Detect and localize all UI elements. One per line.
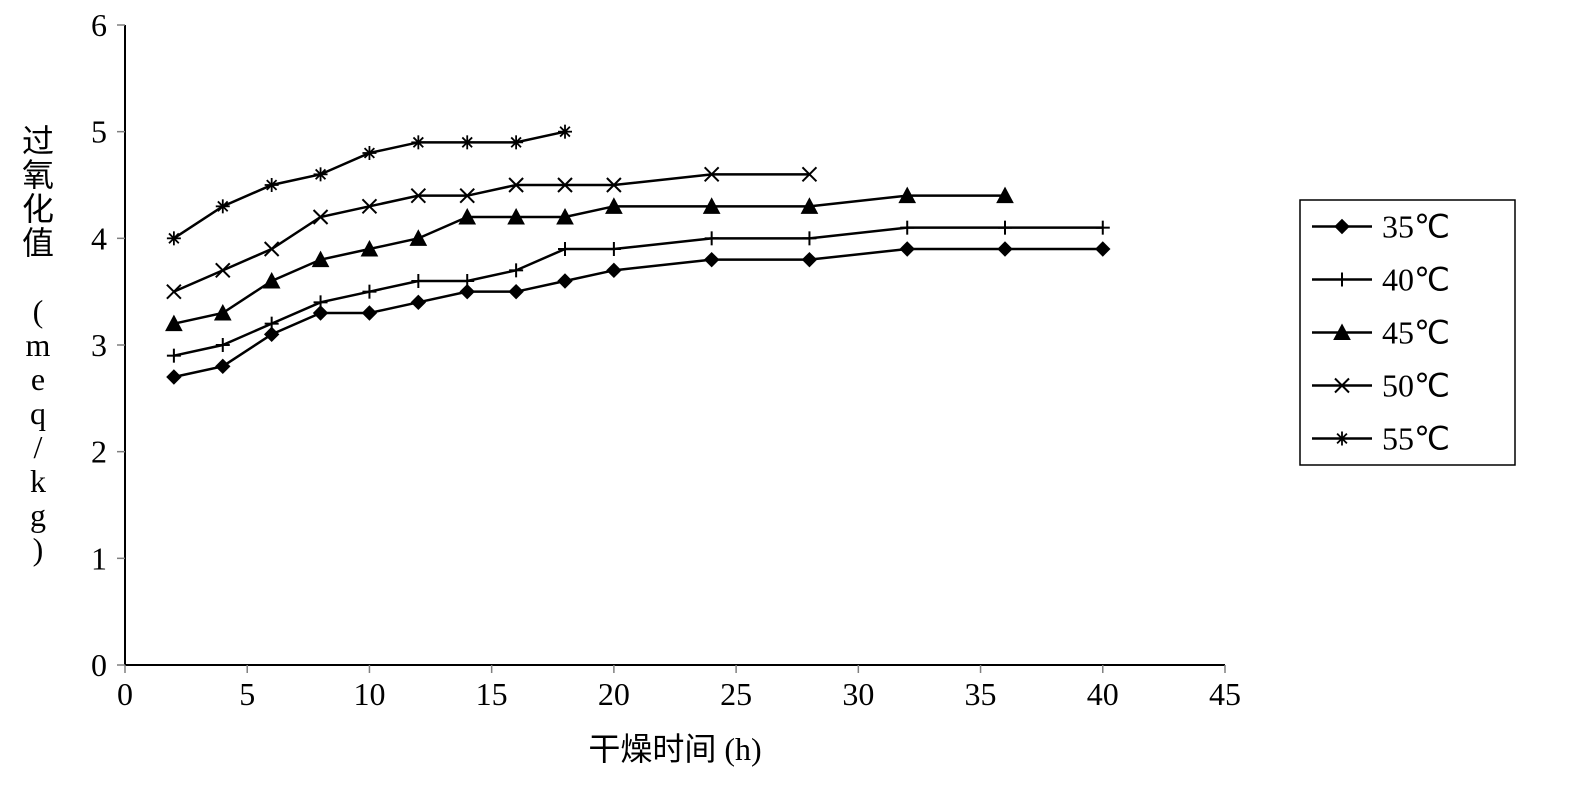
x-tick-label: 20 — [598, 676, 630, 712]
x-tick-label: 40 — [1087, 676, 1119, 712]
y-tick-label: 6 — [91, 7, 107, 43]
svg-text:/: / — [34, 429, 43, 465]
legend-item-label: 40℃ — [1382, 262, 1450, 298]
svg-text:化: 化 — [22, 191, 54, 227]
legend-item-label: 50℃ — [1382, 368, 1450, 404]
x-tick-label: 45 — [1209, 676, 1241, 712]
x-tick-label: 25 — [720, 676, 752, 712]
legend-item-label: 55℃ — [1382, 421, 1450, 457]
y-tick-label: 4 — [91, 220, 107, 256]
svg-text:m: m — [26, 327, 51, 363]
y-tick-label: 5 — [91, 114, 107, 150]
x-tick-label: 35 — [965, 676, 997, 712]
svg-text:g: g — [30, 497, 46, 533]
x-tick-label: 5 — [239, 676, 255, 712]
line-chart: 0123456051015202530354045干燥时间 (h)过氧化值 (m… — [0, 0, 1581, 802]
legend-item-label: 35℃ — [1382, 209, 1450, 245]
x-tick-label: 30 — [842, 676, 874, 712]
svg-text:): ) — [33, 531, 44, 567]
svg-text:e: e — [31, 361, 45, 397]
x-axis-label: 干燥时间 (h) — [588, 731, 761, 767]
svg-text:值: 值 — [22, 225, 54, 261]
legend-item-label: 45℃ — [1382, 315, 1450, 351]
svg-text:k: k — [30, 463, 46, 499]
svg-text:(: ( — [33, 293, 44, 329]
svg-text:过: 过 — [22, 123, 54, 159]
x-tick-label: 0 — [117, 676, 133, 712]
svg-text:氧: 氧 — [22, 157, 54, 193]
y-tick-label: 1 — [91, 540, 107, 576]
svg-text:q: q — [30, 395, 46, 431]
x-tick-label: 10 — [353, 676, 385, 712]
y-tick-label: 3 — [91, 327, 107, 363]
y-tick-label: 2 — [91, 434, 107, 470]
x-tick-label: 15 — [476, 676, 508, 712]
y-tick-label: 0 — [91, 647, 107, 683]
